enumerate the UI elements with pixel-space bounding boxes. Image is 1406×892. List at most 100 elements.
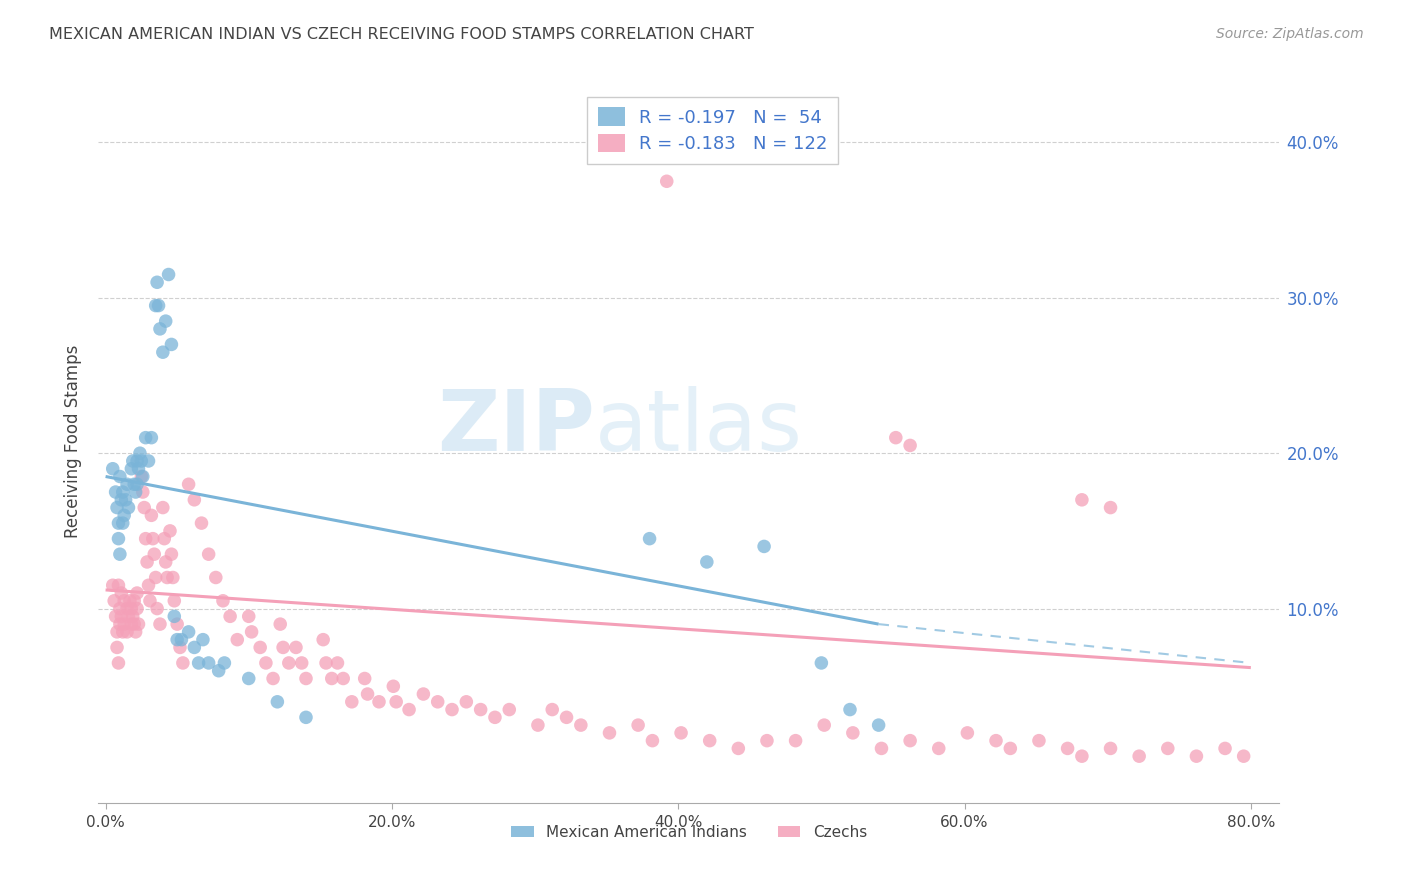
Point xyxy=(470,702,492,716)
Point xyxy=(190,516,212,530)
Point xyxy=(160,337,183,351)
Point xyxy=(104,609,127,624)
Point xyxy=(122,477,145,491)
Point xyxy=(108,617,131,632)
Point xyxy=(124,624,146,639)
Point xyxy=(145,299,167,313)
Point xyxy=(1157,741,1180,756)
Point xyxy=(870,741,893,756)
Point xyxy=(412,687,434,701)
Point xyxy=(315,656,337,670)
Point xyxy=(107,656,129,670)
Point xyxy=(120,461,142,475)
Point xyxy=(285,640,308,655)
Text: atlas: atlas xyxy=(595,385,803,468)
Point xyxy=(166,632,188,647)
Point xyxy=(145,570,167,584)
Point xyxy=(1056,741,1078,756)
Point xyxy=(155,555,177,569)
Point xyxy=(108,601,131,615)
Point xyxy=(1128,749,1150,764)
Point xyxy=(115,477,138,491)
Point xyxy=(1099,500,1122,515)
Point xyxy=(143,547,166,561)
Point xyxy=(398,702,420,716)
Point xyxy=(107,532,129,546)
Point xyxy=(141,431,163,445)
Point xyxy=(132,485,155,500)
Point xyxy=(440,702,463,716)
Point xyxy=(785,733,807,747)
Point xyxy=(101,461,124,475)
Point xyxy=(541,702,564,716)
Point xyxy=(115,601,138,615)
Point xyxy=(356,687,378,701)
Point xyxy=(107,578,129,592)
Text: MEXICAN AMERICAN INDIAN VS CZECH RECEIVING FOOD STAMPS CORRELATION CHART: MEXICAN AMERICAN INDIAN VS CZECH RECEIVI… xyxy=(49,27,754,42)
Point xyxy=(177,624,200,639)
Point xyxy=(898,733,921,747)
Point xyxy=(157,268,180,282)
Point xyxy=(238,609,260,624)
Point xyxy=(138,454,160,468)
Point xyxy=(135,431,157,445)
Point xyxy=(120,601,142,615)
Point xyxy=(153,532,176,546)
Point xyxy=(159,524,181,538)
Point xyxy=(1070,492,1092,507)
Point xyxy=(129,446,152,460)
Point xyxy=(669,726,692,740)
Point xyxy=(115,624,138,639)
Point xyxy=(385,695,408,709)
Point xyxy=(152,345,174,359)
Point xyxy=(160,547,183,561)
Point xyxy=(699,733,721,747)
Point xyxy=(340,695,363,709)
Point xyxy=(125,601,148,615)
Point xyxy=(111,516,134,530)
Point xyxy=(183,640,205,655)
Point xyxy=(555,710,578,724)
Point xyxy=(122,594,145,608)
Point xyxy=(110,586,132,600)
Point xyxy=(249,640,271,655)
Point xyxy=(166,617,188,632)
Point xyxy=(696,555,718,569)
Text: ZIP: ZIP xyxy=(437,385,595,468)
Point xyxy=(332,672,354,686)
Point xyxy=(110,492,132,507)
Point xyxy=(104,485,127,500)
Point xyxy=(238,672,260,686)
Point xyxy=(121,454,143,468)
Point xyxy=(124,485,146,500)
Point xyxy=(135,532,157,546)
Point xyxy=(627,718,650,732)
Point xyxy=(131,469,153,483)
Point xyxy=(498,702,520,716)
Point xyxy=(197,547,219,561)
Point xyxy=(1233,749,1256,764)
Point xyxy=(884,431,907,445)
Point xyxy=(169,640,191,655)
Point xyxy=(1213,741,1236,756)
Legend: Mexican American Indians, Czechs: Mexican American Indians, Czechs xyxy=(505,819,873,846)
Point xyxy=(101,578,124,592)
Point xyxy=(839,702,862,716)
Point xyxy=(139,594,162,608)
Point xyxy=(117,609,139,624)
Point xyxy=(312,632,335,647)
Point xyxy=(110,609,132,624)
Point xyxy=(146,601,169,615)
Point xyxy=(956,726,979,740)
Point xyxy=(172,656,194,670)
Point xyxy=(183,492,205,507)
Point xyxy=(527,718,550,732)
Point xyxy=(149,617,172,632)
Point xyxy=(152,500,174,515)
Point xyxy=(146,275,169,289)
Point xyxy=(108,547,131,561)
Point xyxy=(291,656,314,670)
Point xyxy=(727,741,749,756)
Point xyxy=(134,500,156,515)
Point xyxy=(163,594,186,608)
